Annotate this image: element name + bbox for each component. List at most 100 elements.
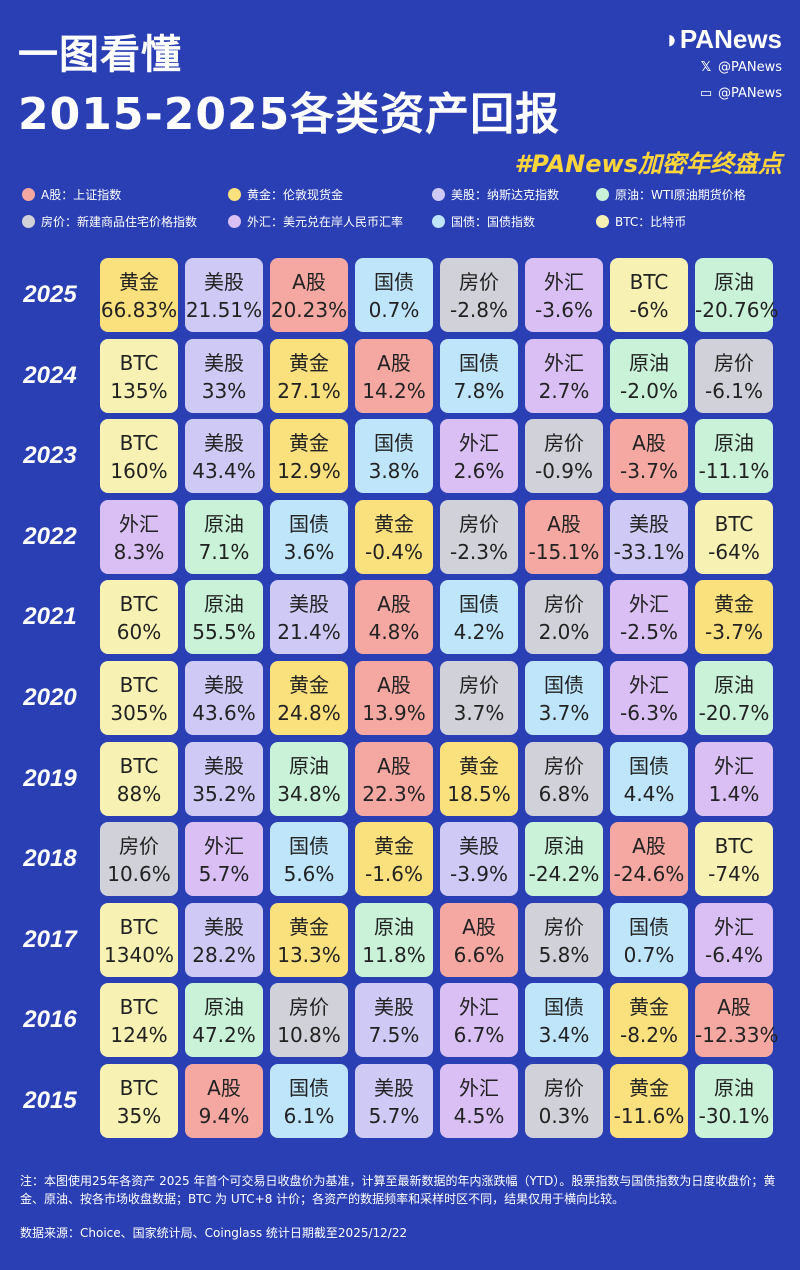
asset-name: 房价 — [714, 350, 754, 375]
asset-return: 1.4% — [708, 781, 760, 806]
asset-name: 房价 — [544, 914, 584, 939]
asset-cell: 房价 10.6% — [100, 822, 178, 897]
year-label: 2021 — [23, 603, 77, 631]
asset-return: 20.23% — [270, 298, 348, 322]
asset-name: 国债 — [629, 753, 669, 778]
asset-return: 7.5% — [368, 1023, 420, 1048]
asset-return: -15.1% — [528, 539, 600, 564]
asset-return: -3.7% — [619, 459, 679, 484]
asset-cell: 美股 33% — [185, 338, 263, 413]
asset-cell: 原油 -30.1% — [695, 1064, 773, 1138]
asset-cell: 外汇 -3.6% — [525, 258, 603, 332]
asset-name: BTC — [629, 270, 669, 294]
asset-name: 国债 — [544, 673, 584, 697]
asset-name: 黄金 — [374, 511, 414, 536]
asset-name: 房价 — [459, 673, 499, 697]
asset-name: 外汇 — [119, 511, 159, 536]
asset-cell: 原油 47.2% — [185, 983, 263, 1058]
asset-name: A股 — [207, 1076, 241, 1100]
asset-name: 黄金 — [629, 1076, 669, 1100]
asset-return: 3.7% — [453, 701, 505, 725]
asset-name: 国债 — [289, 1076, 329, 1100]
asset-name: 原油 — [714, 1076, 754, 1100]
asset-return: 4.4% — [623, 781, 675, 806]
asset-cell: 原油 -20.76% — [695, 258, 778, 332]
asset-cell: 房价 3.7% — [440, 661, 518, 735]
legend-item: 黄金：伦敦现货金 — [228, 186, 432, 203]
asset-name: BTC — [119, 431, 159, 456]
year-label: 2017 — [23, 925, 77, 953]
asset-name: 外汇 — [459, 995, 499, 1020]
asset-name: 美股 — [204, 350, 244, 375]
asset-cell: 国债 5.6% — [270, 822, 348, 897]
asset-return: -2.0% — [619, 378, 679, 403]
legend-item: BTC：比特币 — [596, 213, 782, 230]
asset-cell: 黄金 13.3% — [270, 902, 348, 977]
asset-return: 5.8% — [538, 942, 590, 967]
asset-name: 外汇 — [714, 914, 754, 939]
asset-return: 12.9% — [277, 459, 341, 484]
asset-name: 原油 — [204, 592, 244, 617]
asset-return: 4.2% — [453, 620, 505, 645]
asset-return: -3.9% — [449, 862, 509, 887]
asset-cell: 外汇 2.6% — [440, 419, 518, 494]
asset-return: 18.5% — [447, 781, 511, 806]
social-x[interactable]: 𝕏 @PANews — [698, 60, 782, 75]
asset-return: 2.7% — [538, 378, 590, 403]
asset-name: 外汇 — [204, 834, 244, 859]
asset-name: 外汇 — [629, 673, 669, 697]
asset-name: BTC — [119, 673, 159, 697]
asset-cell: A股 -24.6% — [610, 822, 688, 897]
asset-name: 外汇 — [544, 270, 584, 294]
social-other[interactable]: ▭ @PANews — [698, 86, 782, 101]
year-label: 2020 — [23, 684, 77, 711]
asset-cell: 美股 21.4% — [270, 580, 348, 655]
asset-return: -33.1% — [613, 539, 685, 564]
legend-item: 房价：新建商品住宅价格指数 — [22, 213, 228, 230]
asset-return: 6.8% — [538, 781, 590, 806]
asset-cell: 黄金 -11.6% — [610, 1064, 688, 1138]
asset-return: 43.4% — [192, 459, 256, 484]
asset-cell: 房价 -0.9% — [525, 419, 603, 494]
asset-cell: 国债 4.2% — [440, 580, 518, 655]
asset-return: 35.2% — [192, 781, 256, 806]
asset-cell: A股 6.6% — [440, 902, 518, 977]
asset-return: 4.8% — [368, 620, 420, 645]
asset-cell: 美股 35.2% — [185, 741, 263, 816]
asset-return: 6.6% — [453, 942, 505, 967]
asset-cell: 美股 43.4% — [185, 419, 263, 494]
asset-cell: 外汇 -2.5% — [610, 580, 688, 655]
asset-cell: A股 22.3% — [355, 741, 433, 816]
asset-name: 黄金 — [289, 431, 329, 456]
asset-cell: 外汇 4.5% — [440, 1064, 518, 1138]
asset-name: A股 — [377, 673, 411, 697]
legend-label: 房价：新建商品住宅价格指数 — [41, 215, 198, 229]
asset-cell: 房价 5.8% — [525, 902, 603, 977]
asset-cell: 外汇 8.3% — [100, 499, 178, 574]
asset-name: A股 — [547, 511, 581, 536]
asset-name: 外汇 — [714, 753, 754, 778]
year-label: 2018 — [23, 845, 77, 873]
asset-cell: 黄金 -8.2% — [610, 983, 688, 1058]
asset-cell: 黄金 -1.6% — [355, 822, 433, 897]
asset-cell: BTC -64% — [695, 499, 773, 574]
asset-cell: 黄金 18.5% — [440, 741, 518, 816]
year-label: 2024 — [23, 361, 77, 389]
asset-cell: 国债 3.6% — [270, 499, 348, 574]
asset-name: 黄金 — [289, 914, 329, 939]
asset-return: -2.5% — [619, 620, 679, 645]
x-icon: 𝕏 — [700, 60, 712, 75]
asset-name: BTC — [714, 511, 754, 536]
legend-item: 原油：WTI原油期货价格 — [596, 186, 782, 203]
legend-label: 外汇：美元兑在岸人民币汇率 — [247, 215, 404, 229]
asset-cell: 房价 2.0% — [525, 580, 603, 655]
legend-label: 美股：纳斯达克指数 — [451, 188, 560, 202]
asset-name: A股 — [377, 592, 411, 617]
legend-item: 美股：纳斯达克指数 — [432, 186, 596, 203]
asset-return: 8.3% — [113, 539, 165, 564]
asset-return: -6% — [629, 298, 669, 322]
asset-cell: BTC 160% — [100, 419, 178, 494]
asset-return: 47.2% — [192, 1023, 256, 1048]
asset-name: A股 — [462, 914, 496, 939]
asset-cell: 美股 -3.9% — [440, 822, 518, 897]
